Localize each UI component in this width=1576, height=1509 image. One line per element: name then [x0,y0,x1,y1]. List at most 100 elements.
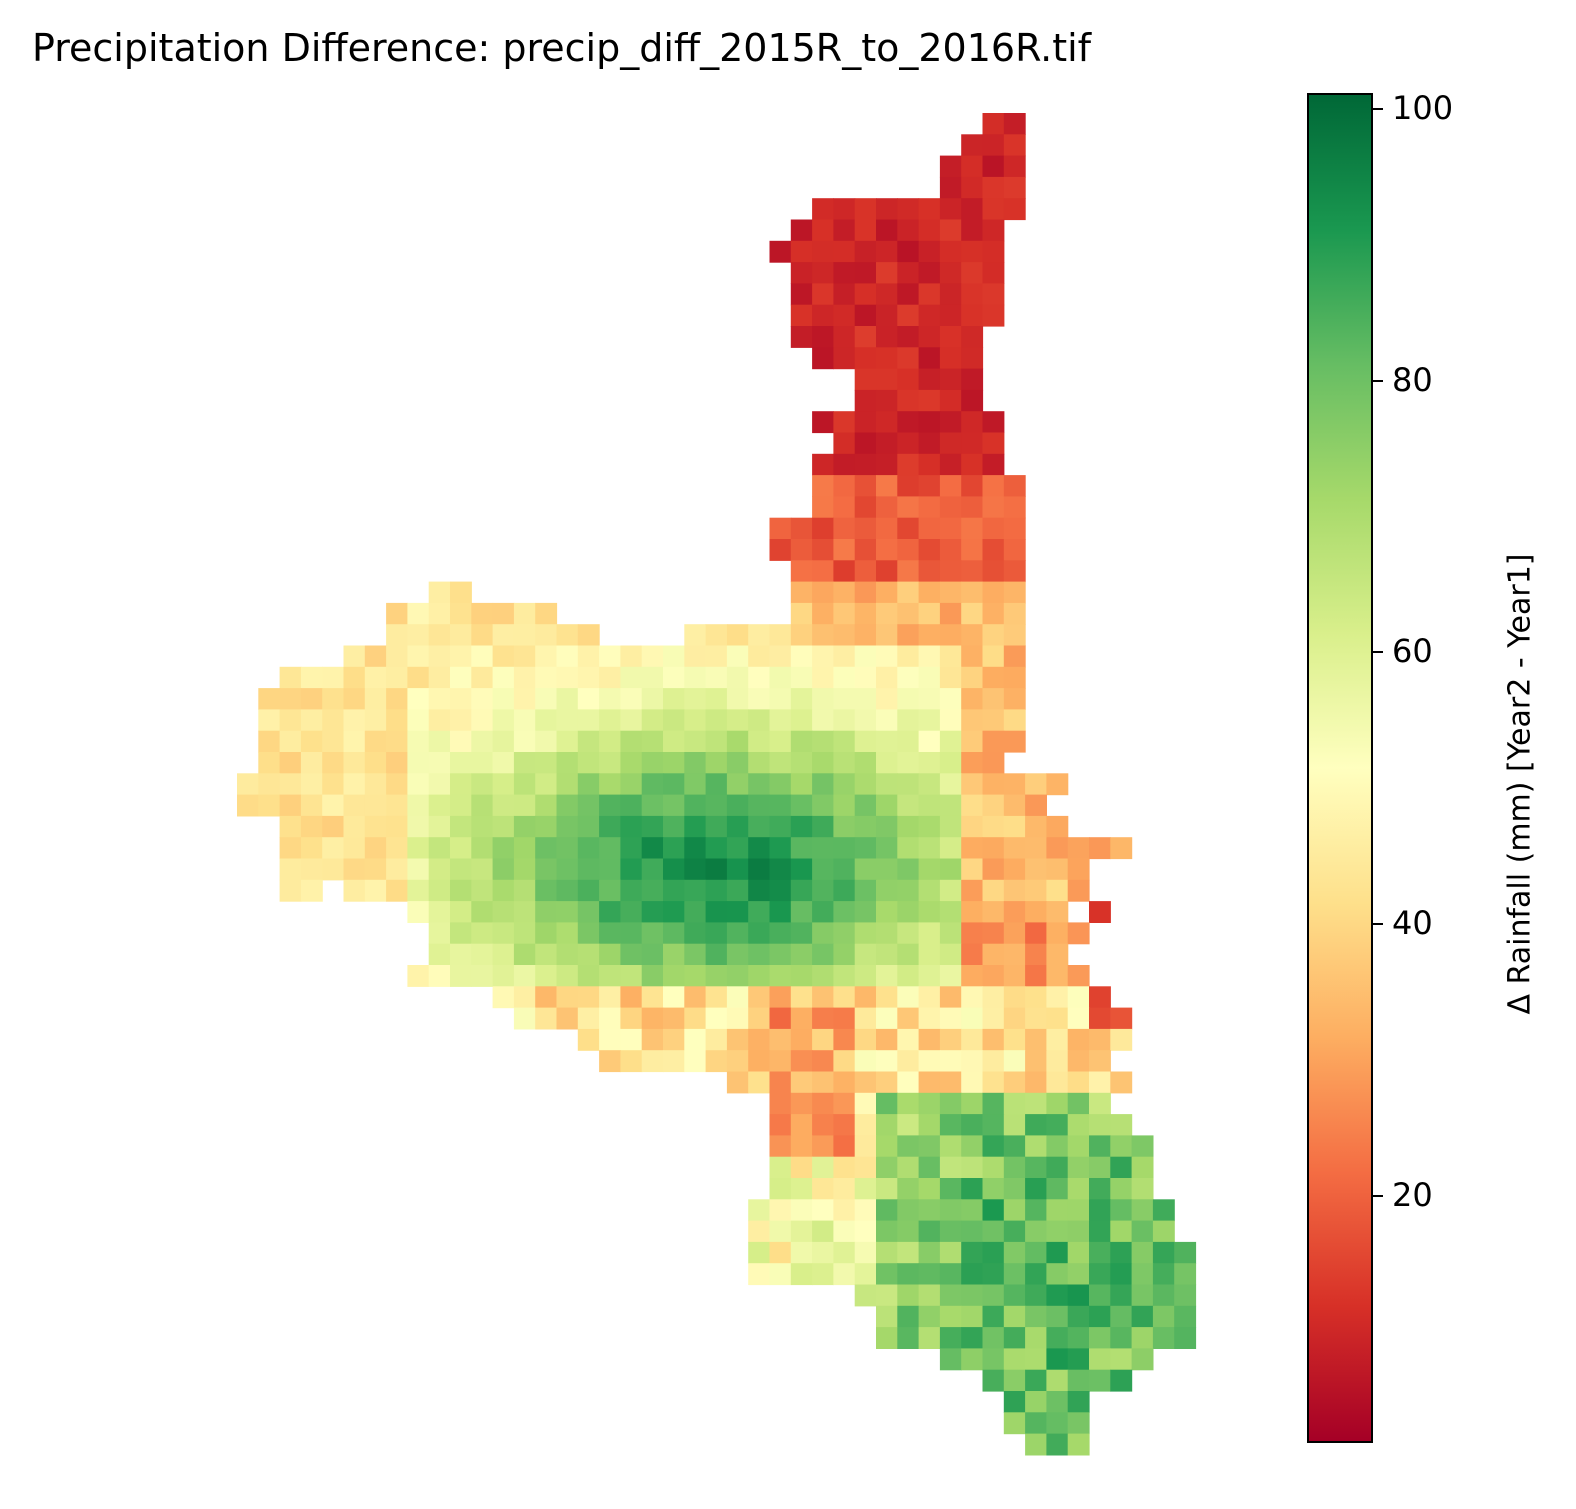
raster-cell [1152,1199,1175,1222]
raster-cell [939,879,962,902]
raster-cell [599,879,621,902]
raster-cell [918,432,941,455]
raster-cell [386,645,408,668]
raster-cell [1067,1007,1090,1030]
raster-cell [876,752,898,774]
raster-cell [939,1220,962,1243]
raster-cell [1046,1007,1069,1030]
raster-cell [364,666,387,689]
raster-cell [939,688,962,710]
raster-cell [961,347,984,370]
raster-cell [258,794,281,817]
raster-cell [897,347,920,370]
raster-cell [897,901,920,923]
raster-cell [1025,1263,1047,1286]
raster-cell [343,858,366,881]
raster-cell [513,986,536,1009]
raster-cell [1003,155,1026,178]
raster-cell [726,1071,749,1094]
raster-cell [1067,922,1090,945]
raster-cell [492,709,515,732]
raster-cell [684,986,707,1009]
raster-cell [939,155,962,178]
raster-cell [1067,1433,1090,1456]
raster-cell [961,709,984,732]
raster-cell [1110,1114,1133,1136]
raster-cell [641,773,664,796]
raster-cell [1046,879,1069,902]
raster-cell [876,1284,898,1307]
raster-cell [876,389,898,412]
raster-cell [897,389,920,412]
raster-cell [854,560,877,583]
raster-cell [982,624,1005,647]
raster-cell [1025,879,1047,902]
raster-cell [513,794,536,817]
raster-cell [854,922,877,945]
raster-cell [961,815,984,838]
raster-cell [939,304,962,327]
raster-cell [1003,1348,1026,1371]
raster-cell [982,688,1005,710]
raster-cell [982,1028,1005,1051]
raster-cell [1003,773,1026,796]
colorbar-tick [1373,923,1383,926]
raster-cell [556,943,579,966]
raster-cell [620,730,643,753]
raster-cell [620,901,643,923]
raster-cell [939,666,962,689]
raster-cell [790,1263,813,1286]
raster-cell [726,1028,749,1051]
raster-cell [1003,794,1026,817]
raster-cell [790,837,813,860]
raster-cell [812,645,834,668]
raster-cell [939,1178,962,1200]
raster-cell [1089,1284,1111,1307]
raster-cell [300,709,323,732]
raster-cell [300,752,323,774]
raster-cell [471,901,494,923]
raster-cell [897,773,920,796]
raster-cell [684,666,707,689]
raster-cell [790,1199,813,1222]
raster-cell [790,666,813,689]
raster-cell [982,1071,1005,1094]
raster-cell [1025,1220,1047,1243]
raster-cell [300,879,323,902]
raster-cell [918,368,941,391]
raster-cell [1025,943,1047,966]
raster-cell [386,602,408,625]
raster-cell [790,1071,813,1094]
raster-cell [1046,1412,1069,1435]
raster-cell [1025,1007,1047,1030]
raster-cell [641,709,664,732]
raster-cell [471,773,494,796]
raster-cell [876,1071,898,1094]
raster-cell [918,1135,941,1158]
raster-cell [577,645,600,668]
raster-cell [961,1199,984,1222]
raster-cell [876,453,898,476]
raster-cell [833,198,856,221]
raster-cell [237,773,259,796]
raster-cell [854,240,877,263]
raster-cell [684,922,707,945]
raster-cell [1046,1199,1069,1222]
raster-cell [1003,688,1026,710]
raster-cell [663,666,685,689]
raster-cell [577,922,600,945]
raster-cell [769,986,792,1009]
raster-cell [790,560,813,583]
raster-cell [982,1050,1005,1073]
raster-cell [939,475,962,497]
raster-cell [854,1178,877,1200]
raster-cell [833,453,856,476]
raster-cell [300,666,323,689]
raster-cell [769,1241,792,1264]
raster-cell [812,879,834,902]
raster-cell [876,709,898,732]
raster-cell [1025,1199,1047,1222]
raster-cell [939,283,962,306]
raster-cell [1131,1135,1154,1158]
